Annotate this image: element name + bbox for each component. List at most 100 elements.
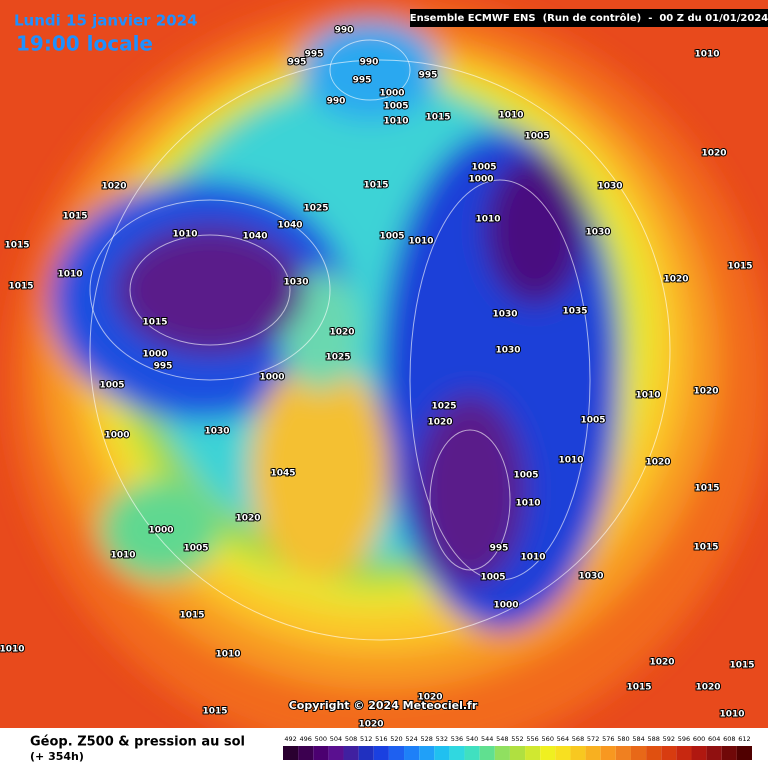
colorbar-label: 568 bbox=[572, 735, 584, 743]
colorbar-label: 556 bbox=[526, 735, 538, 743]
colorbar-swatch bbox=[585, 746, 601, 760]
colorbar-swatch bbox=[479, 746, 495, 760]
colorbar-label: 544 bbox=[481, 735, 493, 743]
isobar-label: 1030 bbox=[283, 278, 308, 288]
isobar-label: 1005 bbox=[99, 381, 124, 391]
isobar-label: 995 bbox=[419, 71, 438, 81]
colorbar-label: 596 bbox=[678, 735, 690, 743]
colorbar-label: 588 bbox=[647, 735, 659, 743]
colorbar-swatch bbox=[343, 746, 359, 760]
colorbar-label: 608 bbox=[723, 735, 735, 743]
isobar-label: 1010 bbox=[0, 645, 25, 655]
date: Lundi 15 janvier 2024 bbox=[14, 12, 198, 30]
isobar-label: 990 bbox=[335, 26, 354, 36]
isobar-label: 1035 bbox=[562, 307, 587, 317]
isobar-label: 1010 bbox=[694, 50, 719, 60]
isobar-label: 1010 bbox=[408, 237, 433, 247]
colorbar-swatch bbox=[358, 746, 374, 760]
isobar-label: 1015 bbox=[142, 318, 167, 328]
isobar-label: 1010 bbox=[558, 456, 583, 466]
isobar-label: 1000 bbox=[468, 175, 493, 185]
colorbar-swatch bbox=[691, 746, 707, 760]
isobar-label: 995 bbox=[353, 76, 372, 86]
isobar-label: 1020 bbox=[645, 458, 670, 468]
isobar-label: 1015 bbox=[727, 262, 752, 272]
colorbar-swatch bbox=[509, 746, 526, 760]
colorbar-swatch bbox=[464, 746, 480, 760]
colorbar-swatch bbox=[600, 746, 616, 760]
colorbar-swatch bbox=[540, 746, 556, 760]
colorbar-label: 492 bbox=[284, 735, 296, 743]
isobar-label: 1030 bbox=[495, 346, 520, 356]
colorbar-swatch bbox=[525, 746, 541, 760]
colorbar-swatch bbox=[555, 746, 571, 760]
isobar-label: 1015 bbox=[363, 181, 388, 191]
isobar-label: 1020 bbox=[663, 275, 688, 285]
colorbar-label: 548 bbox=[496, 735, 508, 743]
isobar-label: 1010 bbox=[498, 111, 523, 121]
isobar-label: 1015 bbox=[62, 212, 87, 222]
colorbar-label: 560 bbox=[542, 735, 554, 743]
colorbar-label: 572 bbox=[587, 735, 599, 743]
isobar-label: 1010 bbox=[110, 551, 135, 561]
isobar-label: 1015 bbox=[8, 282, 33, 292]
colorbar-label: 564 bbox=[557, 735, 569, 743]
lead-time: (+ 354h) bbox=[30, 750, 84, 763]
colorbar-swatch bbox=[388, 746, 405, 760]
colorbar: 492 496 500 504 508 512 516 520 524 528 532 536 540 5… bbox=[283, 735, 752, 760]
isobar-label: 1020 bbox=[358, 720, 383, 730]
colorbar-label: 520 bbox=[390, 735, 402, 743]
colorbar-label: 600 bbox=[693, 735, 705, 743]
isobar-label: 1040 bbox=[242, 232, 267, 242]
isobar-label: 1010 bbox=[520, 553, 545, 563]
colorbar-swatch bbox=[630, 746, 647, 760]
colorbar-swatch bbox=[419, 746, 435, 760]
isobar-label: 1010 bbox=[515, 499, 540, 509]
isobar-label: 1015 bbox=[4, 241, 29, 251]
isobar-label: 1015 bbox=[694, 484, 719, 494]
isobar-label: 1020 bbox=[695, 683, 720, 693]
isobar-label: 1000 bbox=[259, 373, 284, 383]
isobar-label: 1010 bbox=[475, 215, 500, 225]
isobar-label: 1020 bbox=[701, 149, 726, 159]
colorbar-label: 536 bbox=[451, 735, 463, 743]
colorbar-swatch bbox=[721, 746, 737, 760]
colorbar-swatch bbox=[494, 746, 510, 760]
isobar-label: 1000 bbox=[493, 601, 518, 611]
isobar-label: 1020 bbox=[235, 514, 260, 524]
isobar-label: 1020 bbox=[417, 693, 442, 703]
isobar-label: 995 bbox=[305, 50, 324, 60]
isobar-label: 1015 bbox=[425, 113, 450, 123]
run-info: Ensemble ECMWF ENS (Run de contrôle) - 0… bbox=[410, 12, 768, 24]
isobar-label: 1005 bbox=[480, 573, 505, 583]
copyright: Copyright © 2024 Meteociel.fr bbox=[289, 699, 478, 712]
isobar-label: 1010 bbox=[635, 391, 660, 401]
isobar-label: 1000 bbox=[104, 431, 129, 441]
isobar-label: 1015 bbox=[729, 661, 754, 671]
isobar-label: 1030 bbox=[204, 427, 229, 437]
isobar-label: 1015 bbox=[626, 683, 651, 693]
colorbar-swatch bbox=[328, 746, 344, 760]
footer-title: Géop. Z500 & pression au sol bbox=[30, 735, 245, 750]
isobar-label: 1005 bbox=[524, 132, 549, 142]
isobar-label: 990 bbox=[327, 97, 346, 107]
colorbar-swatch bbox=[736, 746, 752, 760]
isobar-label: 1015 bbox=[693, 543, 718, 553]
isobar-label: 1005 bbox=[383, 102, 408, 112]
isobar-label: 1020 bbox=[101, 182, 126, 192]
isobar-label: 1030 bbox=[585, 228, 610, 238]
isobar-label: 1030 bbox=[492, 310, 517, 320]
isobar-label: 1025 bbox=[431, 402, 456, 412]
isobar-label: 1000 bbox=[379, 89, 404, 99]
colorbar-label: 516 bbox=[375, 735, 387, 743]
colorbar-label: 532 bbox=[436, 735, 448, 743]
colorbar-label: 540 bbox=[466, 735, 478, 743]
colorbar-label: 604 bbox=[708, 735, 720, 743]
isobar-label: 1005 bbox=[183, 544, 208, 554]
colorbar-label: 500 bbox=[315, 735, 327, 743]
colorbar-swatch bbox=[676, 746, 692, 760]
isobar-label: 1000 bbox=[142, 350, 167, 360]
colorbar-swatch bbox=[570, 746, 586, 760]
colorbar-label: 496 bbox=[299, 735, 311, 743]
colorbar-label: 552 bbox=[511, 735, 523, 743]
